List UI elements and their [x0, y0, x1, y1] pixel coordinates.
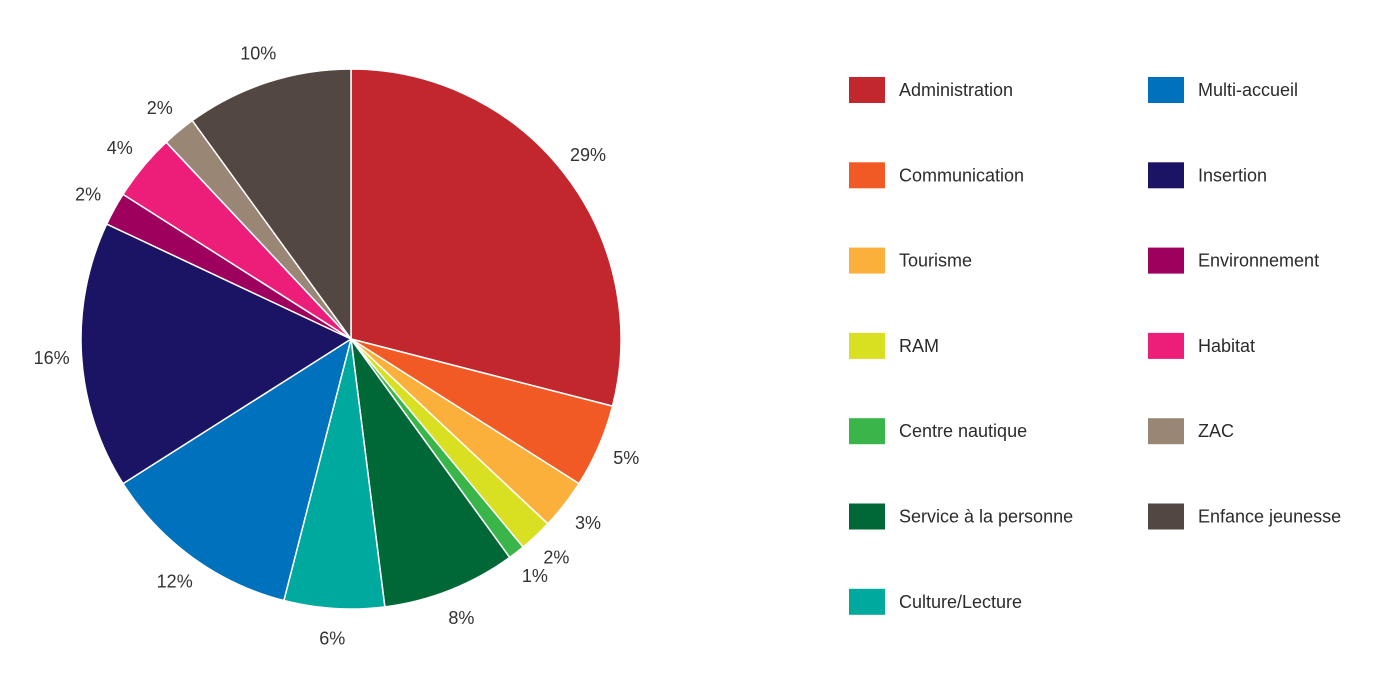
pie-label-enfance-jeunesse: 10%: [240, 44, 276, 64]
pie-label-multi-accueil: 12%: [157, 572, 193, 592]
legend: Administration Communication Tourisme RAM Ce…: [849, 77, 1341, 615]
pie-label-culture-lecture: 6%: [319, 628, 345, 648]
legend-label: Tourisme: [899, 251, 972, 271]
pie-slice-service-a-la-personne: [350, 338, 511, 608]
pie-label-communication: 5%: [613, 448, 639, 468]
pie-label-zac: 2%: [147, 98, 173, 118]
legend-label: Insertion: [1198, 165, 1267, 185]
pie-percent-labels: 29%5%3%2%1%8%6%12%16%2%4%2%10%: [34, 44, 640, 649]
legend-swatch: [849, 247, 885, 274]
legend-swatch: [849, 332, 885, 359]
legend-swatch: [1148, 162, 1184, 189]
legend-swatch: [1148, 418, 1184, 445]
pie-label-ram: 2%: [543, 548, 569, 568]
legend-label: Communication: [899, 165, 1024, 185]
pie-label-centre-nautique: 1%: [522, 566, 548, 586]
legend-item-ram: RAM: [849, 332, 939, 359]
legend-item-culture-lecture: Culture/Lecture: [849, 588, 1022, 615]
legend-swatch: [849, 418, 885, 445]
legend-item-insertion: Insertion: [1148, 162, 1267, 189]
legend-item-zac: ZAC: [1148, 418, 1234, 445]
legend-item-centre-nautique: Centre nautique: [849, 418, 1027, 445]
legend-label: Centre nautique: [899, 421, 1027, 441]
pie-slice-administration: [350, 68, 622, 407]
pie-label-habitat: 4%: [107, 138, 133, 158]
legend-label: RAM: [899, 336, 939, 356]
legend-swatch: [1148, 247, 1184, 274]
pie-slice-insertion: [80, 223, 352, 485]
legend-label: Habitat: [1198, 336, 1255, 356]
legend-label: Administration: [899, 80, 1013, 100]
legend-label: Culture/Lecture: [899, 592, 1022, 612]
legend-label: ZAC: [1198, 421, 1234, 441]
legend-swatch: [1148, 332, 1184, 359]
legend-item-tourisme: Tourisme: [849, 247, 972, 274]
legend-item-environnement: Environnement: [1148, 247, 1319, 274]
legend-item-service-a-la-personne: Service à la personne: [849, 503, 1073, 530]
pie-label-tourisme: 3%: [575, 513, 601, 533]
pie-slice-enfance-jeunesse: [191, 68, 352, 340]
pie-label-administration: 29%: [570, 145, 606, 165]
legend-swatch: [849, 588, 885, 615]
legend-swatch: [849, 503, 885, 530]
pie-slices: [80, 68, 622, 610]
pie-slice-multi-accueil: [122, 338, 352, 602]
pie-label-insertion: 16%: [34, 348, 70, 368]
legend-swatch: [1148, 77, 1184, 103]
legend-item-enfance-jeunesse: Enfance jeunesse: [1148, 503, 1341, 530]
legend-label: Multi-accueil: [1198, 80, 1298, 100]
pie-label-environnement: 2%: [75, 185, 101, 205]
legend-label: Service à la personne: [899, 507, 1073, 527]
legend-item-multi-accueil: Multi-accueil: [1148, 77, 1298, 103]
legend-item-habitat: Habitat: [1148, 332, 1255, 359]
legend-label: Environnement: [1198, 251, 1319, 271]
legend-item-communication: Communication: [849, 162, 1024, 189]
legend-swatch: [849, 162, 885, 189]
legend-label: Enfance jeunesse: [1198, 507, 1341, 527]
pie-label-service-a-la-personne: 8%: [448, 608, 474, 628]
legend-item-administration: Administration: [849, 77, 1013, 103]
legend-swatch: [1148, 503, 1184, 530]
legend-swatch: [849, 77, 885, 103]
